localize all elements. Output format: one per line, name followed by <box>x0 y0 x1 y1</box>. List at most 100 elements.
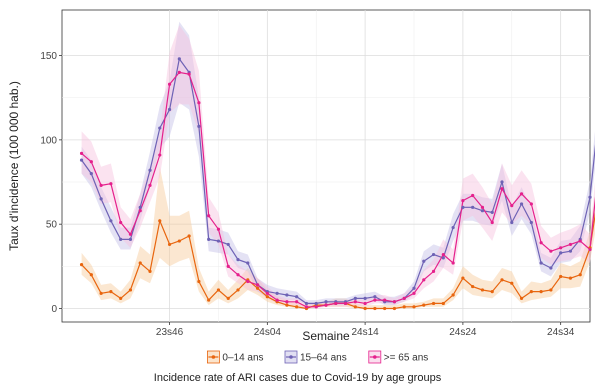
data-point <box>177 70 181 74</box>
data-point <box>471 193 475 198</box>
data-point <box>451 225 455 230</box>
data-point <box>353 300 357 304</box>
data-point <box>549 266 553 270</box>
data-point <box>197 279 201 284</box>
data-point <box>158 126 162 130</box>
data-point <box>529 290 533 294</box>
data-point <box>510 281 514 285</box>
y-axis-label: Taux d'incidence (100 000 hab.) <box>7 81 21 251</box>
data-point <box>422 278 426 282</box>
data-point <box>578 273 582 277</box>
data-point <box>79 158 84 162</box>
data-point <box>187 234 191 238</box>
series-line <box>81 71 595 308</box>
data-point <box>148 183 152 187</box>
data-point <box>236 258 240 262</box>
data-point <box>285 300 289 304</box>
data-point <box>392 306 397 311</box>
data-point <box>119 220 123 225</box>
data-point <box>89 273 93 277</box>
data-point <box>197 124 201 128</box>
data-point <box>422 303 426 307</box>
data-point <box>304 305 309 309</box>
data-point <box>177 239 181 243</box>
data-point <box>422 259 426 263</box>
data-point <box>255 283 260 287</box>
data-point <box>207 298 211 302</box>
data-point <box>109 182 113 186</box>
data-point <box>216 288 221 292</box>
data-point <box>500 278 504 282</box>
data-point <box>167 107 172 112</box>
data-point <box>148 168 152 172</box>
data-point <box>226 242 230 247</box>
data-point <box>167 82 172 86</box>
data-point <box>373 306 377 311</box>
data-point <box>480 205 485 209</box>
y-tick-label: 100 <box>40 135 57 146</box>
legend-label: >= 65 ans <box>384 353 428 364</box>
data-point <box>588 195 592 199</box>
x-tick-label: 23s46 <box>156 327 184 338</box>
data-point <box>363 306 367 311</box>
data-point <box>265 295 269 299</box>
data-point <box>138 209 142 213</box>
data-point <box>89 171 93 176</box>
data-point <box>207 237 211 241</box>
data-point <box>461 198 465 203</box>
data-point <box>412 305 416 309</box>
data-point <box>412 286 416 290</box>
data-point <box>314 301 318 306</box>
legend-item: 0–14 ans <box>206 350 264 364</box>
data-point <box>451 293 455 297</box>
data-point <box>568 249 573 253</box>
data-point <box>549 288 553 292</box>
x-tick-label: 24s24 <box>449 327 477 338</box>
data-point <box>109 290 113 294</box>
grid <box>62 10 590 322</box>
data-point <box>402 296 406 300</box>
data-point <box>128 237 133 241</box>
data-point <box>99 197 103 201</box>
data-point <box>539 241 543 245</box>
data-point <box>324 300 328 304</box>
data-point <box>167 242 172 247</box>
data-point <box>295 300 299 304</box>
data-point <box>119 237 123 241</box>
data-point <box>207 214 211 218</box>
y-tick-label: 150 <box>40 51 57 62</box>
data-point <box>177 57 181 61</box>
data-point <box>510 220 514 225</box>
data-point <box>295 295 299 299</box>
data-point <box>89 160 93 164</box>
data-point <box>490 210 494 214</box>
data-point <box>158 153 162 157</box>
legend-key-point <box>289 355 293 359</box>
data-point <box>363 301 367 306</box>
data-point <box>226 264 230 268</box>
data-point <box>441 256 445 260</box>
data-point <box>334 301 338 306</box>
data-point <box>128 288 133 292</box>
data-point <box>431 252 436 257</box>
data-point <box>500 187 504 191</box>
data-point <box>363 296 367 300</box>
data-point <box>353 305 357 309</box>
confidence-band <box>81 166 595 309</box>
confidence-band <box>81 21 595 306</box>
data-point <box>549 249 553 253</box>
x-axis-label: Semaine <box>302 329 350 343</box>
data-point <box>471 205 475 209</box>
data-point <box>431 301 436 306</box>
data-point <box>138 261 142 265</box>
data-point <box>148 269 152 274</box>
data-point <box>255 286 260 290</box>
data-point <box>461 205 465 209</box>
data-point <box>441 301 445 306</box>
data-point <box>461 276 465 280</box>
data-point <box>295 305 299 309</box>
data-point <box>373 298 377 302</box>
y-axis-ticks: 0 50 100 150 <box>40 51 62 315</box>
data-point <box>138 205 142 209</box>
